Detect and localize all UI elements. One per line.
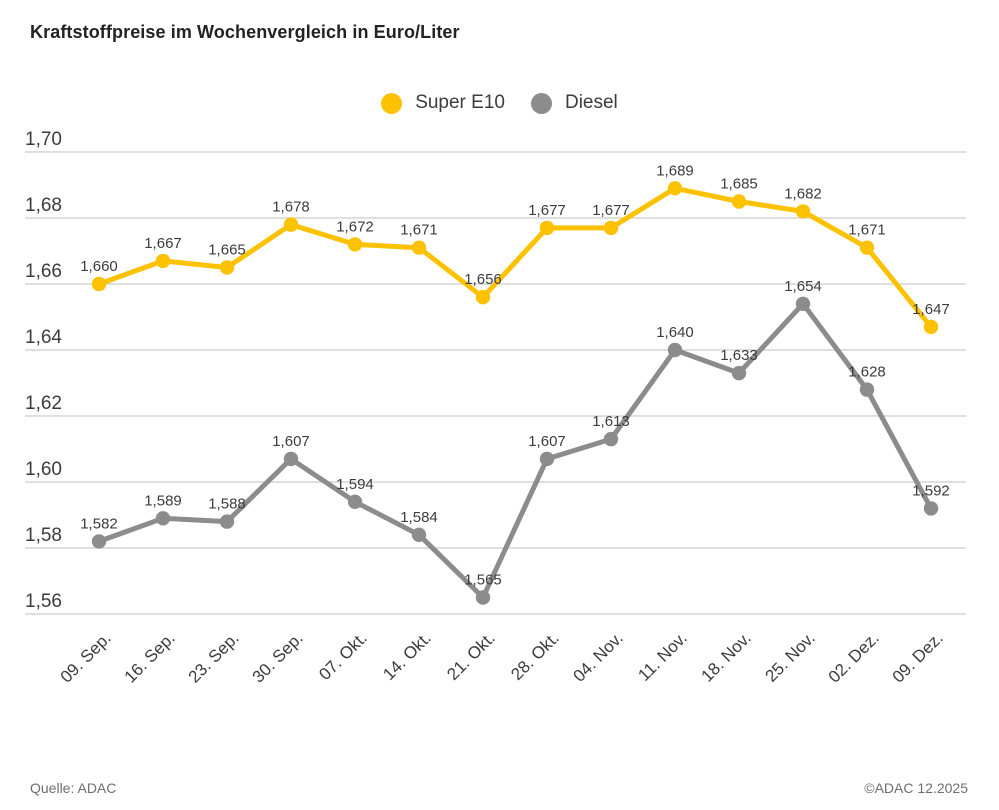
data-point-label-super-e10: 1,671: [400, 222, 438, 239]
data-point-label-diesel: 1,640: [656, 324, 694, 341]
data-point-label-super-e10: 1,685: [720, 176, 758, 193]
data-point-label-super-e10: 1,672: [336, 218, 374, 235]
y-tick-label: 1,56: [25, 591, 62, 612]
data-point-super-e10: [155, 253, 171, 269]
data-point-label-super-e10: 1,677: [528, 202, 566, 219]
data-point-label-diesel: 1,628: [848, 364, 886, 381]
x-tick-label: 04. Nov.: [570, 628, 627, 685]
data-point-super-e10: [923, 319, 939, 335]
data-point-label-diesel: 1,584: [400, 509, 438, 526]
y-tick-label: 1,62: [25, 393, 62, 414]
x-tick-label: 28. Okt.: [507, 628, 563, 684]
data-point-label-diesel: 1,582: [80, 515, 118, 532]
x-tick-label: 30. Sep.: [249, 628, 307, 686]
data-point-label-super-e10: 1,656: [464, 271, 502, 288]
legend-item-super-e10: Super E10: [381, 92, 505, 114]
data-point-label-super-e10: 1,677: [592, 202, 630, 219]
data-point-label-super-e10: 1,667: [144, 235, 182, 252]
data-point-label-diesel: 1,588: [208, 496, 246, 513]
data-point-super-e10: [347, 237, 363, 252]
data-point-super-e10: [859, 240, 875, 255]
data-point-diesel: [667, 342, 683, 358]
y-tick-label: 1,60: [25, 459, 62, 480]
y-tick-label: 1,66: [25, 261, 62, 282]
data-point-diesel: [923, 501, 939, 516]
data-point-label-super-e10: 1,689: [656, 162, 694, 179]
data-point-label-diesel: 1,607: [528, 433, 566, 450]
data-point-diesel: [795, 296, 811, 311]
x-tick-label: 02. Dez.: [825, 628, 883, 686]
data-point-diesel: [859, 382, 875, 397]
x-tick-label: 11. Nov.: [634, 628, 690, 684]
data-point-label-diesel: 1,607: [272, 433, 310, 450]
data-point-label-diesel: 1,654: [784, 278, 822, 295]
data-point-diesel: [155, 511, 171, 526]
x-tick-label: 09. Sep.: [57, 628, 115, 686]
data-point-super-e10: [539, 220, 555, 236]
data-point-super-e10: [731, 194, 747, 209]
data-point-super-e10: [603, 220, 619, 236]
x-tick-label: 14. Okt.: [379, 628, 435, 684]
data-point-label-super-e10: 1,678: [272, 199, 310, 216]
data-point-super-e10: [667, 181, 683, 196]
data-point-label-diesel: 1,633: [720, 347, 758, 364]
data-point-label-diesel: 1,589: [144, 492, 182, 509]
y-tick-label: 1,68: [25, 195, 62, 216]
diesel-legend-dot-icon: [530, 92, 552, 114]
chart-footer: Quelle: ADAC ©ADAC 12.2025: [30, 780, 968, 796]
data-point-super-e10: [795, 204, 811, 219]
data-point-super-e10: [475, 290, 491, 305]
data-point-super-e10: [219, 260, 235, 275]
y-tick-label: 1,64: [25, 327, 62, 348]
page-title: Kraftstoffpreise im Wochenvergleich in E…: [30, 22, 460, 42]
series-line-super-e10: [96, 185, 934, 330]
data-point-diesel: [475, 590, 491, 605]
x-tick-label: 25. Nov.: [762, 628, 819, 685]
data-point-diesel: [539, 451, 555, 467]
data-point-label-diesel: 1,613: [592, 413, 630, 430]
data-point-diesel: [283, 451, 299, 467]
x-tick-label: 09. Dez.: [889, 628, 947, 686]
data-point-label-super-e10: 1,671: [848, 222, 886, 239]
data-point-diesel: [219, 514, 235, 529]
data-point-label-diesel: 1,594: [336, 476, 374, 493]
source-note: Quelle: ADAC: [30, 780, 117, 796]
data-point-super-e10: [411, 240, 427, 255]
x-tick-label: 16. Sep.: [121, 628, 179, 686]
data-point-super-e10: [283, 217, 299, 232]
data-point-diesel: [603, 431, 619, 447]
x-tick-label: 18. Nov.: [698, 628, 755, 685]
data-point-diesel: [91, 534, 107, 549]
data-point-diesel: [347, 494, 363, 509]
data-point-super-e10: [91, 276, 107, 292]
y-tick-label: 1,58: [25, 525, 62, 546]
x-tick-label: 21. Okt.: [443, 628, 499, 684]
data-point-diesel: [411, 527, 427, 542]
x-tick-label: 23. Sep.: [185, 628, 243, 686]
data-point-label-super-e10: 1,660: [80, 258, 118, 275]
data-point-label-diesel: 1,565: [464, 572, 502, 589]
copyright-note: ©ADAC 12.2025: [864, 780, 968, 796]
chart-legend: Super E10 Diesel: [0, 92, 999, 114]
x-tick-label: 07. Okt.: [315, 628, 371, 684]
super-e10-legend-dot-icon: [381, 92, 403, 114]
series-line-diesel: [96, 301, 934, 600]
y-tick-label: 1,70: [25, 129, 62, 150]
data-point-label-super-e10: 1,682: [784, 185, 822, 202]
legend-label-diesel: Diesel: [564, 92, 618, 113]
data-point-label-super-e10: 1,665: [208, 242, 246, 259]
data-point-label-super-e10: 1,647: [912, 301, 950, 318]
data-point-diesel: [731, 365, 747, 381]
data-point-label-diesel: 1,592: [912, 482, 950, 499]
legend-item-diesel: Diesel: [530, 92, 618, 114]
legend-label-super-e10: Super E10: [415, 92, 505, 113]
